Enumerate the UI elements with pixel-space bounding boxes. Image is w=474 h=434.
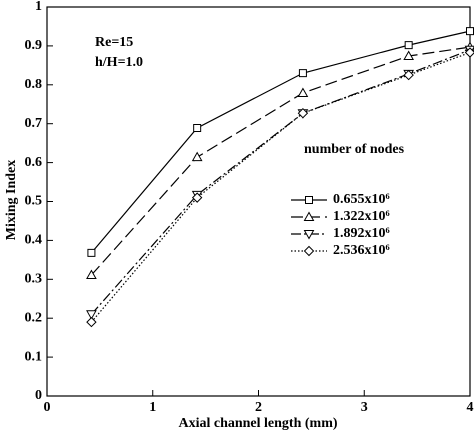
series-line — [90, 30, 471, 254]
marker — [86, 310, 97, 320]
marker — [404, 41, 413, 50]
x-axis-label: Axial channel length (mm) — [178, 416, 337, 431]
annotation: Re=15 — [95, 35, 133, 50]
marker — [191, 192, 203, 203]
marker — [403, 69, 414, 81]
series-line — [90, 49, 471, 315]
marker — [464, 47, 474, 58]
annotation: h/H=1.0 — [95, 55, 143, 70]
y-tick-label: 0.7 — [25, 116, 43, 131]
marker — [305, 196, 313, 204]
y-tick-label: 0.3 — [25, 272, 43, 287]
y-tick-label: 0.6 — [25, 155, 43, 170]
marker — [86, 316, 97, 328]
x-tick-label: 1 — [149, 400, 156, 415]
marker — [303, 211, 315, 221]
series-line — [90, 51, 471, 323]
legend-label: 1.892x10⁶ — [333, 226, 390, 241]
marker — [297, 107, 309, 119]
y-tick-label: 0.1 — [25, 349, 43, 364]
legend-label: 0.655x10⁶ — [333, 192, 390, 207]
y-axis-label: Mixing Index — [4, 160, 19, 241]
marker — [86, 269, 97, 280]
marker — [303, 245, 315, 257]
x-tick-label: 4 — [467, 400, 474, 415]
marker — [193, 123, 202, 132]
y-tick-label: 0.4 — [25, 233, 43, 248]
marker — [466, 27, 474, 36]
legend-title: number of nodes — [304, 142, 405, 157]
marker — [403, 50, 415, 61]
legend-label: 2.536x10⁶ — [333, 243, 390, 258]
y-tick-label: 0 — [35, 388, 42, 403]
y-tick-label: 0.2 — [25, 310, 43, 325]
marker — [297, 87, 309, 97]
y-tick-label: 1 — [35, 0, 42, 14]
legend-label: 1.322x10⁶ — [333, 209, 390, 224]
marker — [87, 248, 96, 257]
y-tick-label: 0.9 — [25, 38, 43, 53]
x-tick-label: 2 — [255, 400, 262, 415]
y-tick-label: 0.5 — [25, 194, 43, 209]
marker — [298, 69, 307, 78]
x-tick-label: 3 — [361, 400, 368, 415]
marker — [303, 230, 315, 240]
x-tick-label: 0 — [44, 400, 51, 415]
series-line — [90, 46, 471, 276]
y-tick-label: 0.8 — [25, 77, 43, 92]
marker — [191, 151, 203, 162]
